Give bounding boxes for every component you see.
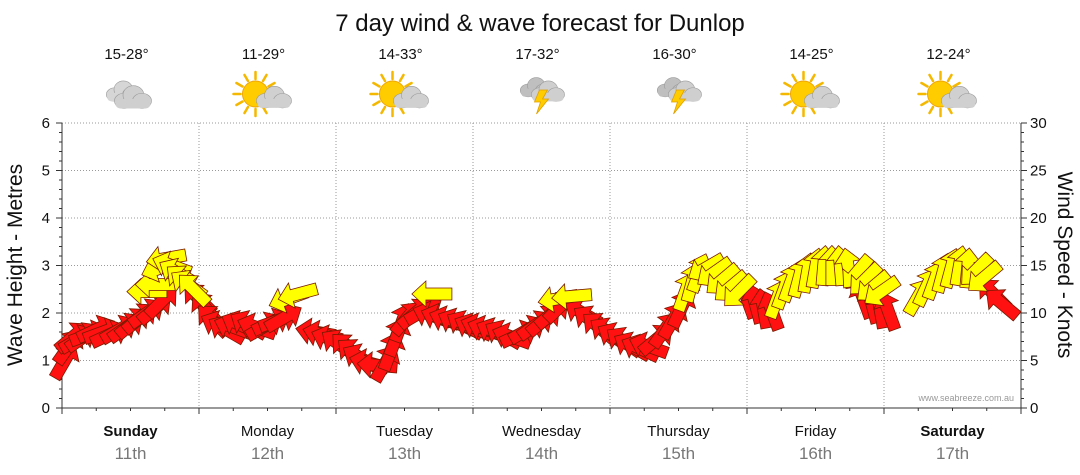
day-date-label: 16th	[799, 444, 832, 463]
cloud-shape	[393, 86, 429, 109]
storm-icon	[519, 77, 565, 115]
wind-arrow-yellow	[551, 283, 593, 311]
wind-arrow-red	[986, 289, 1022, 322]
left-tick-label: 5	[42, 163, 50, 180]
day-name-label: Thursday	[647, 423, 710, 440]
wind-arrow-yellow	[411, 280, 453, 308]
gridlines	[62, 122, 1021, 408]
wind-arrow-yellow	[864, 274, 902, 307]
right-tick-label: 20	[1030, 210, 1047, 227]
day-date-label: 13th	[388, 444, 421, 463]
temperature-label: 14-33°	[378, 46, 422, 63]
temperature-label: 16-30°	[652, 46, 696, 63]
day-date-label: 11th	[115, 444, 147, 463]
right-tick-label: 25	[1030, 163, 1047, 180]
right-tick-label: 0	[1030, 400, 1038, 417]
wind-arrow-yellow	[724, 272, 758, 307]
wind-arrow-yellow	[178, 274, 213, 309]
day-date-label: 14th	[525, 444, 558, 463]
left-tick-label: 1	[42, 353, 50, 370]
day-name-label: Wednesday	[502, 423, 581, 440]
day-date-label: 15th	[662, 444, 695, 463]
temperature-label: 11-29°	[242, 46, 285, 63]
left-ticks: 0 1 2 3 4 5 6	[42, 115, 62, 417]
left-tick-label: 6	[42, 115, 50, 132]
day-name-label: Saturday	[920, 423, 985, 440]
right-tick-label: 30	[1030, 115, 1047, 132]
cloud-shape	[256, 86, 292, 109]
wind-arrow-yellow	[277, 282, 319, 309]
day-name-label: Sunday	[103, 423, 158, 440]
cloud-icon	[106, 80, 152, 109]
temperature-label: 14-25°	[789, 46, 833, 63]
right-ticks: 0 5 10 15 20 25 30	[1021, 115, 1047, 417]
sun-cloud-icon	[369, 70, 429, 118]
cloud-shape	[941, 86, 977, 109]
day-name-label: Friday	[795, 423, 837, 440]
day-date-label: 12th	[251, 444, 284, 463]
right-tick-label: 5	[1030, 353, 1038, 370]
day-date-label: 17th	[936, 444, 969, 463]
left-tick-label: 3	[42, 258, 50, 275]
left-tick-label: 0	[42, 400, 50, 417]
storm-icon	[656, 77, 702, 115]
left-tick-label: 4	[42, 210, 50, 227]
chart-title: 7 day wind & wave forecast for Dunlop	[335, 10, 745, 37]
sun-cloud-icon	[232, 70, 292, 118]
cloud-shape	[804, 86, 840, 109]
y-axis-left-label: Wave Height - Metres	[4, 164, 27, 366]
y-axis-right-label: Wind Speed - Knots	[1053, 172, 1076, 359]
x-labels: Sunday 11th Monday 12th Tuesday 13th Wednesday…	[61, 408, 1022, 463]
cloud-shape	[114, 85, 152, 109]
wind-arrows	[48, 244, 1022, 384]
temperature-label: 17-32°	[515, 46, 559, 63]
wind-arrow-yellow	[968, 259, 1004, 292]
temperature-label: 12-24°	[926, 46, 970, 63]
weather-row: 15-28° 11-29° 14-33° 17-32° 16-30° 14-25° 12-2…	[104, 46, 977, 118]
lightning-shape	[670, 89, 687, 115]
right-tick-label: 10	[1030, 305, 1047, 322]
day-name-label: Monday	[241, 423, 295, 440]
sun-cloud-icon	[917, 70, 977, 118]
left-tick-label: 2	[42, 305, 50, 322]
lightning-shape	[533, 89, 550, 115]
temperature-label: 15-28°	[104, 46, 148, 63]
sun-cloud-icon	[780, 70, 840, 118]
right-tick-label: 15	[1030, 258, 1047, 275]
credit-text: www.seabreeze.com.au	[917, 393, 1014, 403]
day-name-label: Tuesday	[376, 423, 433, 440]
